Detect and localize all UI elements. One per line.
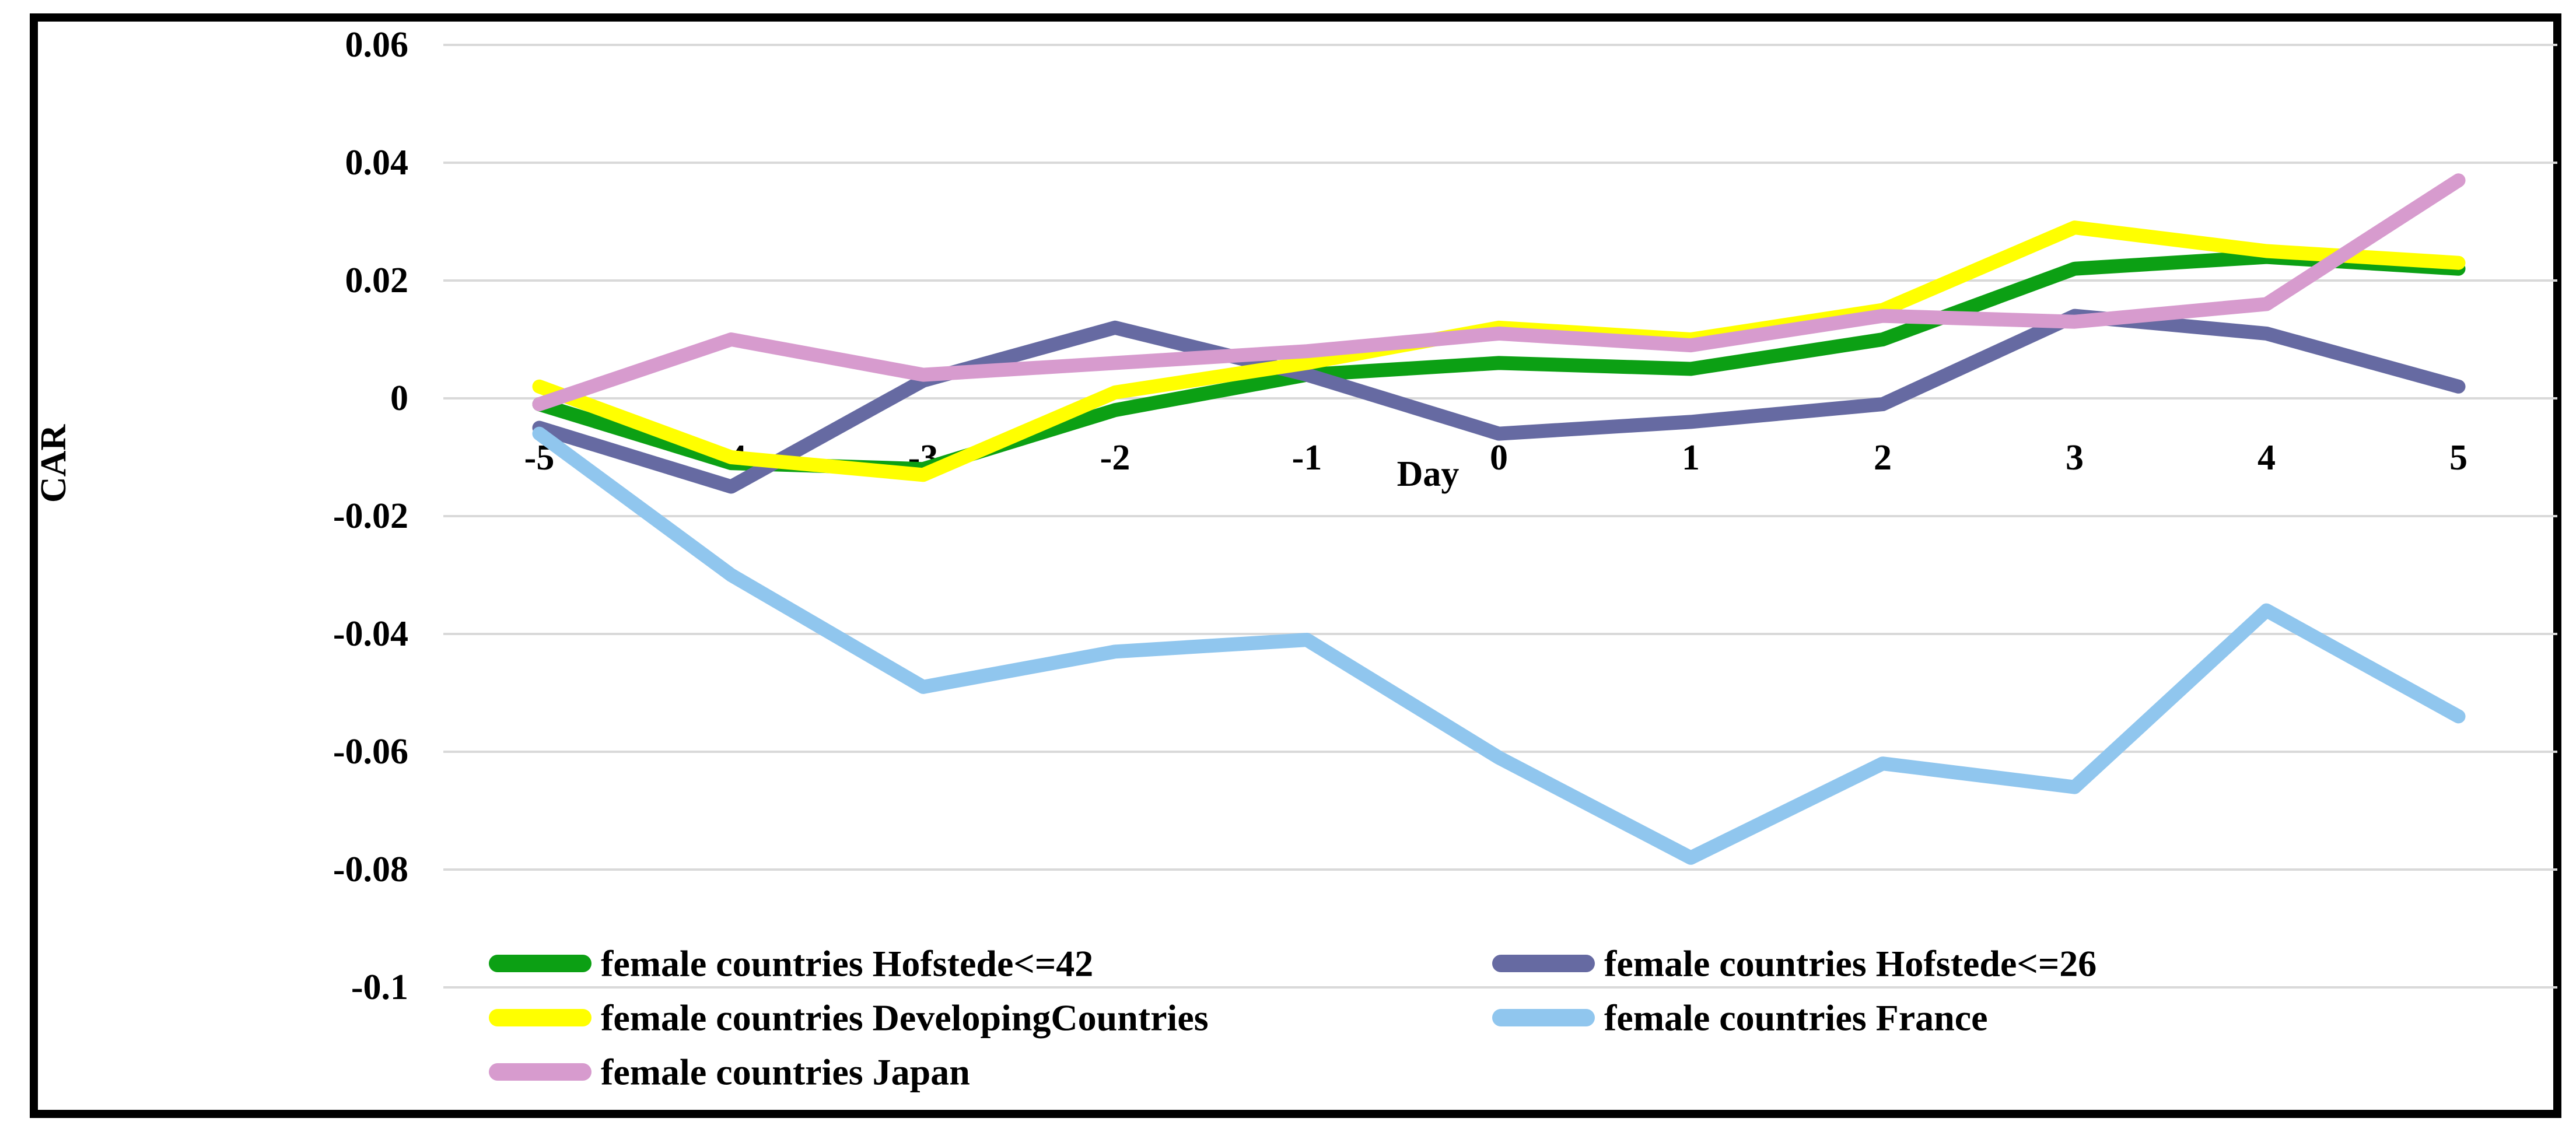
x-tick-label-2: 2 bbox=[1874, 438, 1892, 478]
legend: female countries Hofstede<=42 female coun… bbox=[489, 943, 2096, 1093]
y-tick-label-0.06: 0.06 bbox=[345, 25, 409, 65]
legend-item-female-countries-hofstede-42: female countries Hofstede<=42 bbox=[489, 943, 1093, 984]
series-line-female-countries-japan bbox=[532, 173, 2466, 412]
gridlines bbox=[443, 44, 2557, 989]
x-tick-label-2: -2 bbox=[1100, 438, 1130, 478]
y-tick-label-0.02: 0.02 bbox=[345, 261, 409, 300]
x-tick-label-5: 5 bbox=[2449, 438, 2468, 478]
x-tick-label-1: 1 bbox=[1682, 438, 1700, 478]
x-tick-label-1: -1 bbox=[1292, 438, 1322, 478]
legend-label: female countries Japan bbox=[601, 1052, 970, 1093]
y-tick-label-0.04: 0.04 bbox=[345, 143, 409, 183]
legend-label: female countries Hofstede<=26 bbox=[1604, 943, 2096, 984]
legend-swatch-icon bbox=[1492, 955, 1595, 972]
series-lines bbox=[532, 173, 2466, 865]
figure-border bbox=[30, 13, 2561, 1118]
y-axis-title: CAR bbox=[34, 424, 74, 503]
legend-swatch-icon bbox=[489, 1009, 592, 1026]
legend-label: female countries DevelopingCountries bbox=[601, 997, 1209, 1039]
legend-item-female-countries-hofstede-26: female countries Hofstede<=26 bbox=[1492, 943, 2096, 984]
y-tick-label--0.02: -0.02 bbox=[333, 496, 408, 536]
legend-swatch-icon bbox=[489, 1063, 592, 1081]
legend-swatch-icon bbox=[489, 955, 592, 972]
x-tick-label-0: 0 bbox=[1490, 438, 1508, 478]
x-axis-title: Day bbox=[1397, 454, 1460, 494]
legend-label: female countries France bbox=[1604, 997, 1988, 1039]
legend-item-female-countries-developingcountries: female countries DevelopingCountries bbox=[489, 997, 1209, 1039]
legend-label: female countries Hofstede<=42 bbox=[601, 943, 1093, 984]
y-axis-tick-labels: 0.06 0.04 0.02 0 -0.02 -0.04 -0.06 -0.08 -0.1 bbox=[333, 25, 408, 1007]
y-tick-label--0.06: -0.06 bbox=[333, 732, 408, 772]
legend-item-female-countries-france: female countries France bbox=[1492, 997, 1988, 1039]
legend-swatch-icon bbox=[1492, 1009, 1595, 1026]
x-tick-label-4: 4 bbox=[2258, 438, 2276, 478]
y-tick-label--0.1: -0.1 bbox=[351, 968, 408, 1007]
y-tick-label--0.04: -0.04 bbox=[333, 614, 408, 654]
legend-item-female-countries-japan: female countries Japan bbox=[489, 1052, 970, 1093]
y-tick-label-0: 0 bbox=[390, 378, 408, 418]
series-line-female-countries-france bbox=[532, 426, 2466, 865]
x-tick-label-3: 3 bbox=[2066, 438, 2084, 478]
y-tick-label--0.08: -0.08 bbox=[333, 850, 408, 889]
